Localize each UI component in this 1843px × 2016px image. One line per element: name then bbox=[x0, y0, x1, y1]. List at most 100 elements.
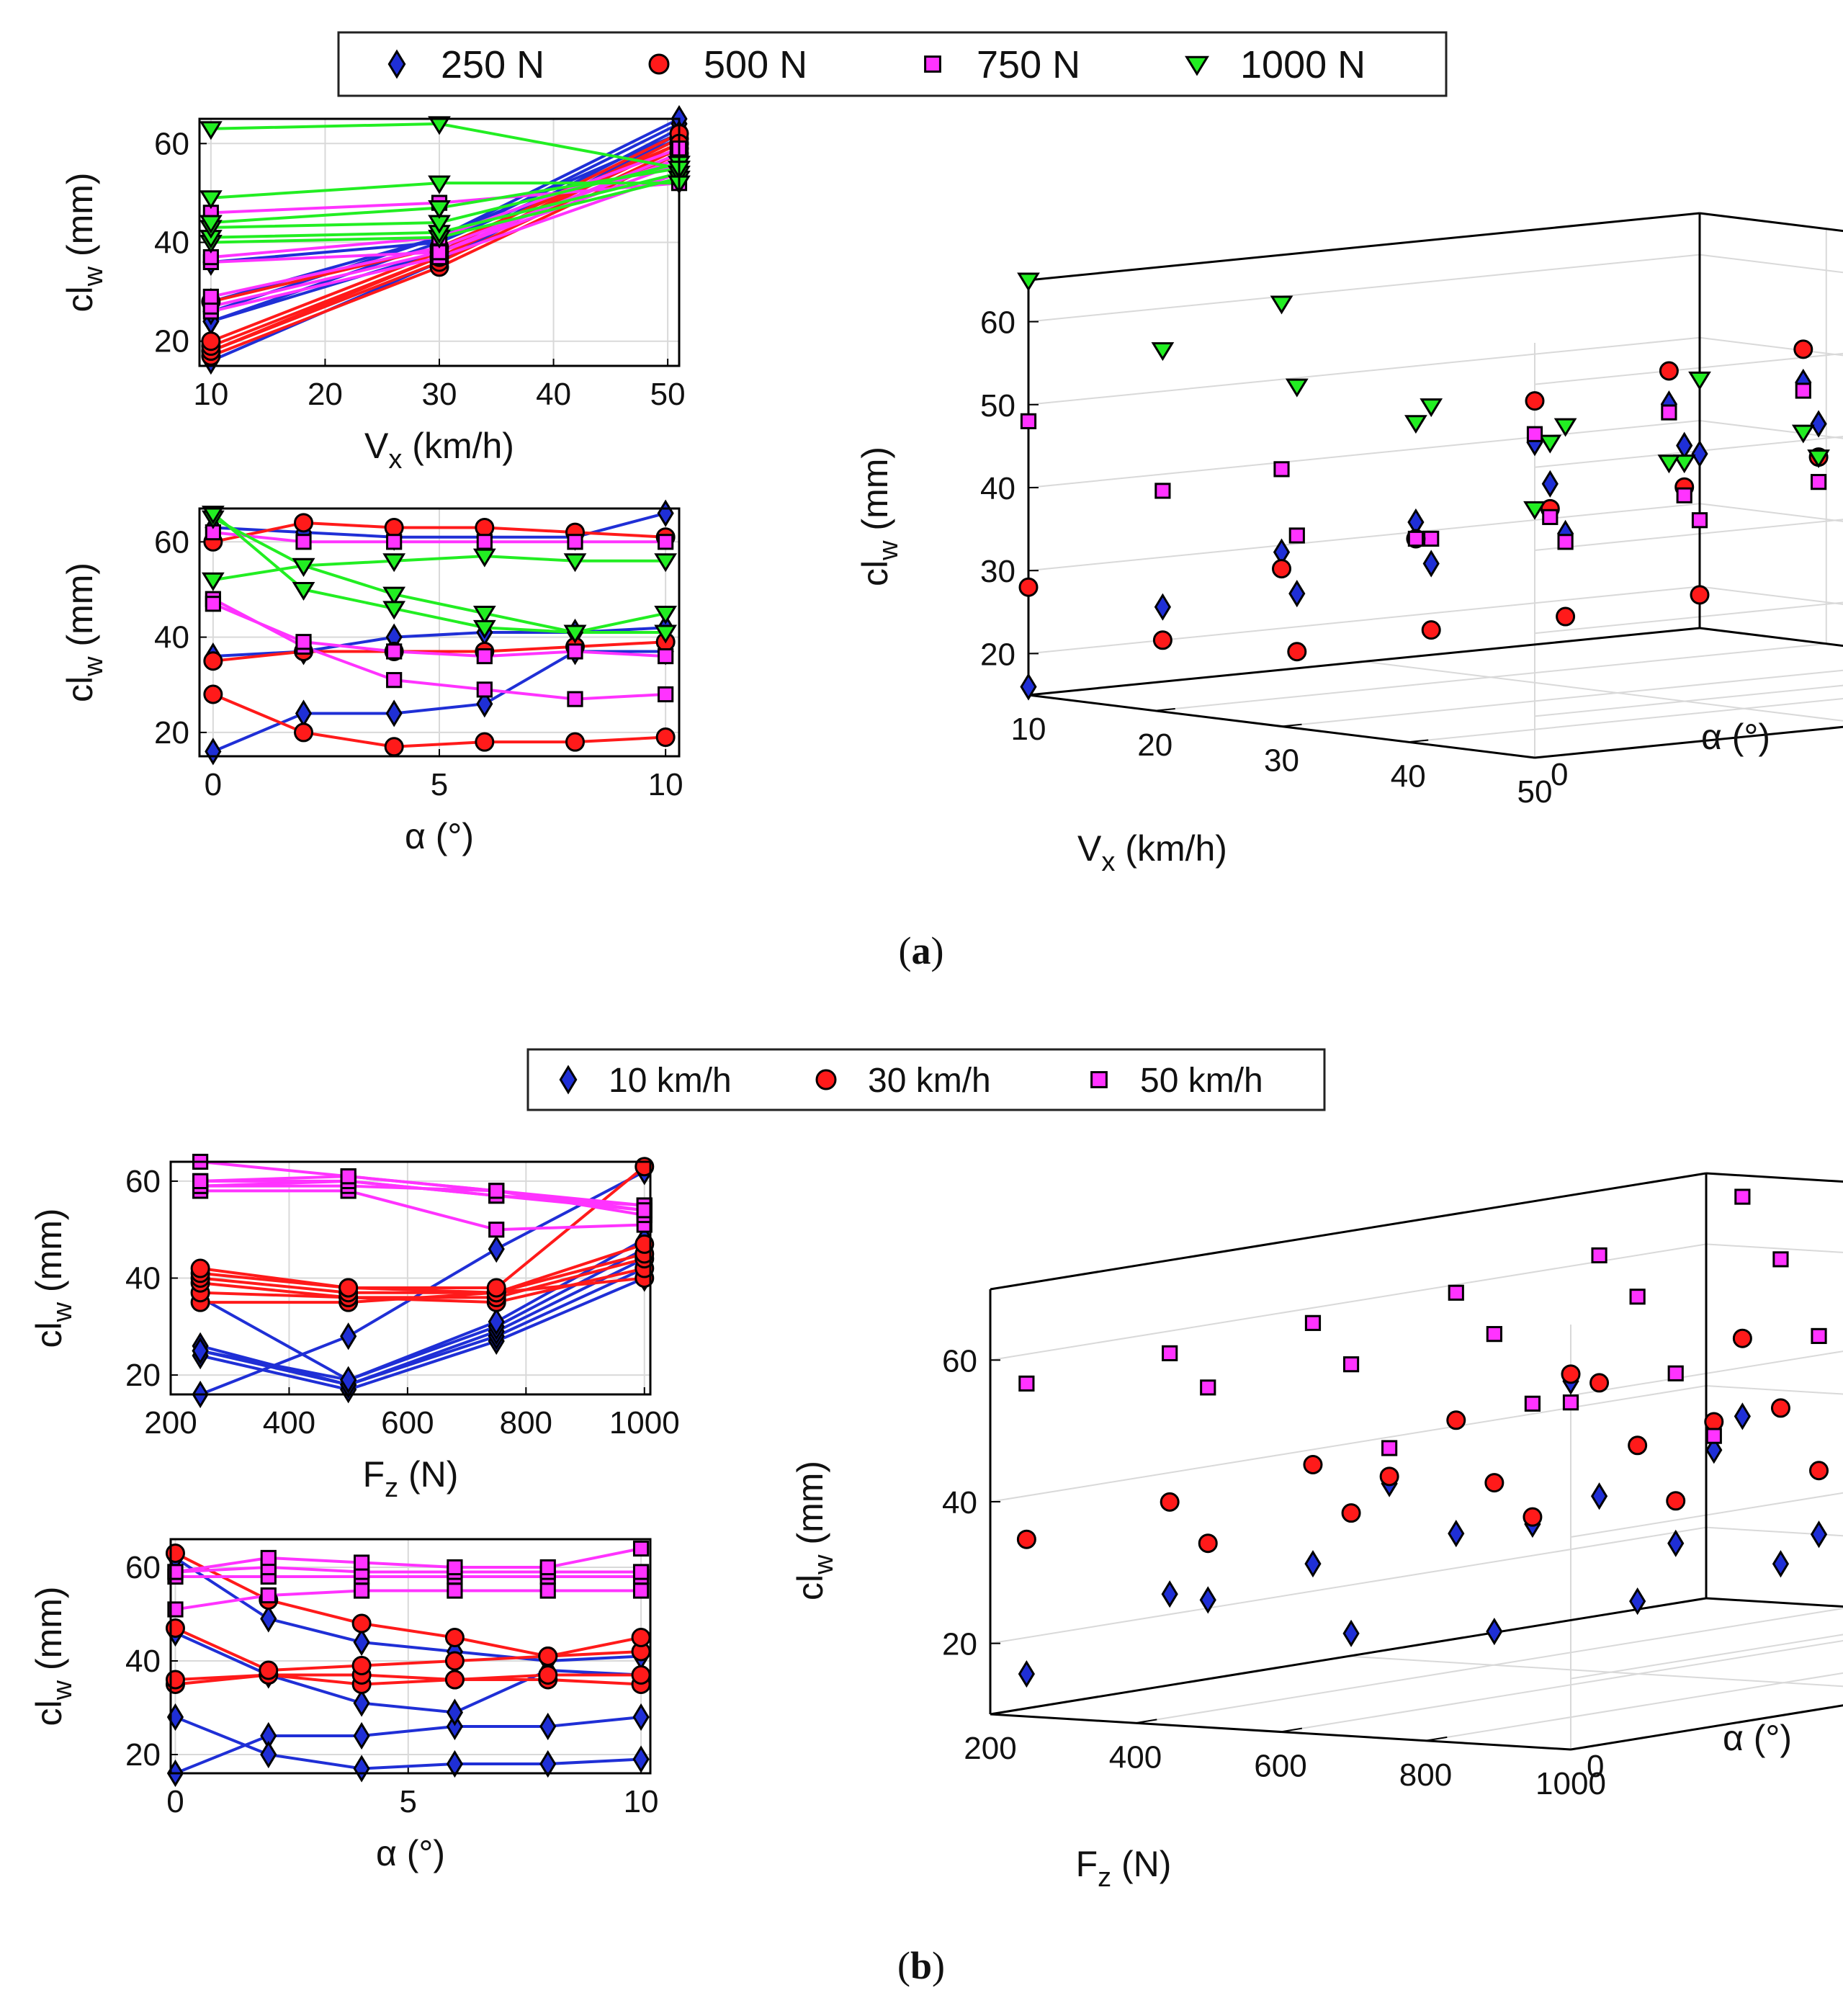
x-tick-label: 10 bbox=[1011, 712, 1046, 747]
data-point bbox=[1020, 413, 1037, 429]
data-point bbox=[632, 1745, 650, 1773]
data-point bbox=[1285, 378, 1309, 398]
data-point bbox=[1423, 530, 1440, 547]
data-point bbox=[1629, 1587, 1646, 1616]
x-axis-label: Vx (km/h) bbox=[364, 426, 514, 475]
data-point bbox=[1810, 410, 1827, 438]
series-line bbox=[199, 1276, 645, 1392]
x-axis-label: Vx (km/h) bbox=[1077, 828, 1227, 877]
left-wall-gridline bbox=[990, 1243, 1707, 1361]
data-point bbox=[192, 1173, 209, 1190]
data-point bbox=[1793, 339, 1813, 359]
data-point bbox=[1688, 371, 1711, 390]
data-point bbox=[1304, 1550, 1322, 1578]
legend-b-item-50: 50 km/h bbox=[1090, 1062, 1263, 1100]
x-tick-label: 30 bbox=[422, 377, 457, 412]
y-axis-label: clw (mm) bbox=[60, 172, 109, 312]
back-wall-gridline bbox=[1699, 503, 1843, 522]
series-line bbox=[174, 1631, 642, 1714]
data-point bbox=[658, 648, 674, 665]
side-wall-gridline bbox=[1534, 519, 1843, 551]
y-axis-line bbox=[1570, 1704, 1843, 1751]
chart-a-3d: 102030405005102030405060Vx (km/h)α (°)cl… bbox=[855, 212, 1843, 877]
x-axis-label: Fz (N) bbox=[363, 1454, 459, 1503]
data-point bbox=[199, 121, 223, 140]
data-point bbox=[565, 732, 585, 752]
data-point bbox=[167, 1601, 184, 1618]
x-tick-label: 20 bbox=[1137, 727, 1172, 763]
z-axis-label: clw (mm) bbox=[790, 1461, 839, 1600]
data-point bbox=[447, 1559, 463, 1576]
legend-b-label-10: 10 km/h bbox=[609, 1062, 732, 1100]
data-point bbox=[632, 1564, 650, 1580]
x-tick-label: 800 bbox=[500, 1405, 552, 1441]
data-point bbox=[1272, 559, 1291, 579]
data-point bbox=[1809, 1461, 1829, 1481]
data-point bbox=[1341, 1503, 1361, 1523]
x-axis-label: Fz (N) bbox=[1076, 1844, 1172, 1893]
back-wall-gridline bbox=[1699, 336, 1843, 357]
data-point bbox=[1288, 580, 1306, 608]
data-point bbox=[1556, 606, 1576, 627]
x-tick-label: 50 bbox=[650, 377, 686, 412]
series-line bbox=[175, 1673, 642, 1682]
data-point bbox=[259, 1660, 279, 1680]
data-point bbox=[1017, 272, 1040, 292]
data-point bbox=[260, 1605, 277, 1633]
box-edge bbox=[1705, 1172, 1843, 1183]
data-point bbox=[472, 606, 496, 625]
data-point bbox=[1273, 461, 1290, 478]
axes-frame bbox=[198, 507, 681, 758]
x-tick-mark bbox=[1154, 707, 1175, 712]
y-tick-label: 60 bbox=[154, 126, 189, 161]
x-axis-label: α (°) bbox=[376, 1833, 445, 1873]
data-point bbox=[1553, 418, 1577, 437]
legend-marker-circle bbox=[648, 53, 670, 75]
legend-a-box bbox=[337, 31, 1448, 97]
data-point bbox=[382, 586, 406, 606]
data-point bbox=[1538, 434, 1562, 454]
x-tick-label: 50 bbox=[1517, 774, 1553, 810]
data-point bbox=[340, 1322, 357, 1350]
x-tick-label: 200 bbox=[144, 1405, 197, 1441]
data-point bbox=[1541, 470, 1559, 498]
z-tick-label: 30 bbox=[980, 554, 1015, 589]
data-point bbox=[655, 727, 676, 748]
series-line bbox=[199, 1247, 645, 1381]
data-point bbox=[354, 1582, 370, 1599]
data-point bbox=[353, 1755, 370, 1783]
data-point bbox=[1018, 1375, 1035, 1392]
legend-b-item-30: 30 km/h bbox=[815, 1062, 991, 1100]
data-point bbox=[1404, 415, 1427, 434]
data-point bbox=[353, 1721, 370, 1750]
y-tick-label: 40 bbox=[154, 225, 189, 261]
x-tick-mark bbox=[990, 1710, 1012, 1715]
y-tick-label: 60 bbox=[125, 1164, 161, 1199]
data-point bbox=[1152, 630, 1172, 650]
data-point bbox=[1016, 1529, 1036, 1549]
side-wall-gridline bbox=[1534, 684, 1843, 717]
caption-b-label: b bbox=[910, 1944, 932, 1987]
data-point bbox=[1561, 1364, 1581, 1384]
x-tick-label: 5 bbox=[431, 767, 448, 802]
x-tick-mark bbox=[1534, 755, 1556, 758]
x-tick-mark bbox=[1570, 1745, 1592, 1750]
x-tick-label: 10 bbox=[624, 1784, 659, 1819]
series-line bbox=[199, 1257, 645, 1299]
data-point bbox=[428, 116, 451, 135]
data-point bbox=[1542, 509, 1559, 525]
legend-a-label-1000: 1000 N bbox=[1240, 43, 1366, 86]
data-point bbox=[340, 1168, 357, 1185]
data-point bbox=[192, 1337, 209, 1365]
series-line bbox=[174, 1716, 642, 1770]
series-line bbox=[212, 512, 666, 634]
y-tick-label: 40 bbox=[125, 1644, 161, 1679]
series-line bbox=[212, 521, 666, 544]
caption-a-label: a bbox=[912, 929, 931, 972]
data-point bbox=[351, 1613, 372, 1634]
data-point bbox=[201, 331, 221, 351]
data-point bbox=[260, 1740, 277, 1769]
data-point bbox=[444, 1670, 465, 1690]
data-point bbox=[353, 1628, 370, 1657]
